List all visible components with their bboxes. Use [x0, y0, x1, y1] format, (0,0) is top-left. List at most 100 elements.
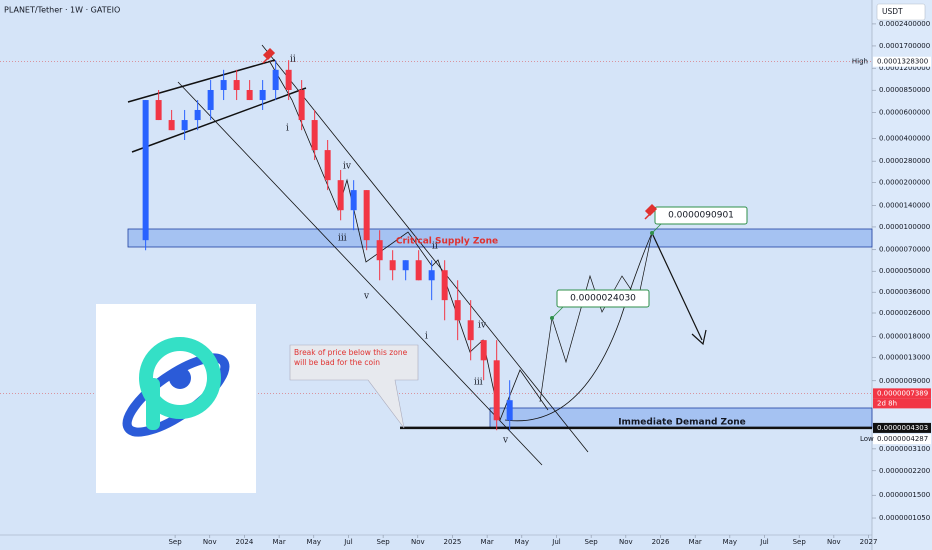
logo-card	[96, 304, 256, 493]
y-tick-label: 0.0000018000	[879, 332, 930, 340]
candle-body	[402, 260, 409, 271]
y-tick-label: 0.0000013000	[879, 353, 930, 361]
wave-label: ii	[290, 55, 296, 65]
target-connector	[651, 223, 662, 234]
target-box	[556, 289, 650, 308]
wave-label: iii	[474, 378, 483, 388]
x-tick-label: 2027	[860, 538, 878, 546]
marker-icon	[644, 203, 658, 220]
note-callout	[289, 344, 419, 429]
candle-body	[480, 340, 487, 361]
channel-line	[177, 81, 543, 466]
countdown-box	[873, 398, 931, 409]
currency-box	[876, 3, 926, 21]
note-text: Break of price below this zone will be b…	[294, 348, 408, 367]
supply-zone	[127, 228, 873, 248]
candle-body	[311, 120, 318, 151]
candle-body	[285, 69, 292, 91]
candle-body	[233, 80, 240, 91]
x-tick-label: Jul	[343, 538, 353, 546]
x-tick-label: Mar	[272, 538, 285, 546]
y-tick-label: 0.0000003100	[879, 445, 930, 453]
x-tick-label: May	[723, 538, 737, 546]
target-connector	[551, 306, 564, 319]
zone-label: Critical Supply Zone	[396, 237, 498, 247]
candle-body	[376, 240, 383, 261]
x-tick-label: Nov	[203, 538, 217, 546]
y-tick-label: 0.0000100000	[879, 223, 930, 231]
x-tick-label: Nov	[619, 538, 633, 546]
y-tick-label: 0.0000002200	[879, 467, 930, 475]
candle-body	[428, 270, 435, 281]
y-tick-label: 0.0000600000	[879, 108, 930, 116]
wave-label: iv	[343, 162, 352, 172]
y-tick-label: 0.0000070000	[879, 246, 930, 254]
target-point	[550, 316, 554, 321]
x-tick-label: 2024	[236, 538, 254, 546]
countdown-label: 2d 8h	[877, 399, 897, 407]
candle-body	[415, 260, 422, 281]
candle-body	[220, 80, 227, 91]
y-tick-label: 0.0000280000	[879, 157, 930, 165]
x-tick-label: Sep	[793, 538, 807, 546]
x-tick-label: Mar	[689, 538, 702, 546]
candle-body	[454, 300, 461, 321]
x-tick-label: Mar	[481, 538, 494, 546]
arrow-line	[651, 232, 703, 341]
wave-label: ii	[432, 242, 438, 252]
candle-body	[168, 120, 175, 131]
y-tick-label: 0.0000001500	[879, 491, 930, 499]
y-tick-label: 0.0000200000	[879, 179, 930, 187]
target-point	[650, 231, 654, 236]
candle-body	[155, 100, 162, 121]
marker-icon	[262, 47, 276, 64]
y-tick-label: 0.0000400000	[879, 134, 930, 142]
candle-body	[493, 360, 500, 421]
wave-label: v	[502, 436, 509, 446]
target-label: 0.0000090901	[668, 211, 734, 221]
x-tick-label: Sep	[168, 538, 182, 546]
low-label: 0.0000004287	[877, 435, 928, 443]
wave-label: i	[425, 332, 428, 342]
channel-line	[131, 87, 307, 153]
candle-body	[467, 320, 474, 341]
note-box: Break of price below this zone will be b…	[294, 348, 408, 367]
x-tick-label: Jul	[759, 538, 769, 546]
candle-body	[324, 150, 331, 181]
support-label-box	[873, 422, 931, 433]
x-tick-label: May	[515, 538, 529, 546]
candle-body	[194, 109, 201, 121]
channel-line	[127, 59, 276, 103]
candle-body	[337, 180, 344, 211]
channel-line	[261, 44, 589, 453]
support-label: 0.0000004303	[877, 424, 928, 432]
candle-body	[259, 90, 266, 101]
y-tick-label: 0.0000036000	[879, 288, 930, 296]
x-tick-label: 2026	[652, 538, 670, 546]
currency-label: USDT	[882, 7, 903, 16]
x-tick-label: Nov	[411, 538, 425, 546]
last-price-label-box	[873, 388, 931, 399]
chart-title: PLANET/Tether · 1W · GATEIO	[4, 6, 120, 15]
candle-body	[363, 190, 370, 241]
y-tick-label: 0.0001200000	[879, 64, 930, 72]
zone-label: Immediate Demand Zone	[618, 418, 746, 428]
target-label: 0.0000024030	[570, 294, 636, 304]
candle-body	[142, 100, 149, 241]
y-tick-label: 0.0000009000	[879, 377, 930, 385]
candle-body	[272, 69, 279, 91]
x-tick-label: May	[307, 538, 321, 546]
candle-body	[181, 120, 188, 131]
arc-path	[504, 232, 653, 422]
logo	[122, 337, 230, 437]
wave-label: iv	[478, 321, 487, 331]
y-tick-label: 0.0001700000	[879, 42, 930, 50]
y-tick-label: 0.0002400000	[879, 20, 930, 28]
price-axis-panel	[872, 0, 932, 550]
wave-label: v	[363, 292, 370, 302]
wave-label: i	[286, 124, 289, 134]
low-name: Low	[860, 435, 874, 443]
arrow-head	[691, 329, 707, 346]
